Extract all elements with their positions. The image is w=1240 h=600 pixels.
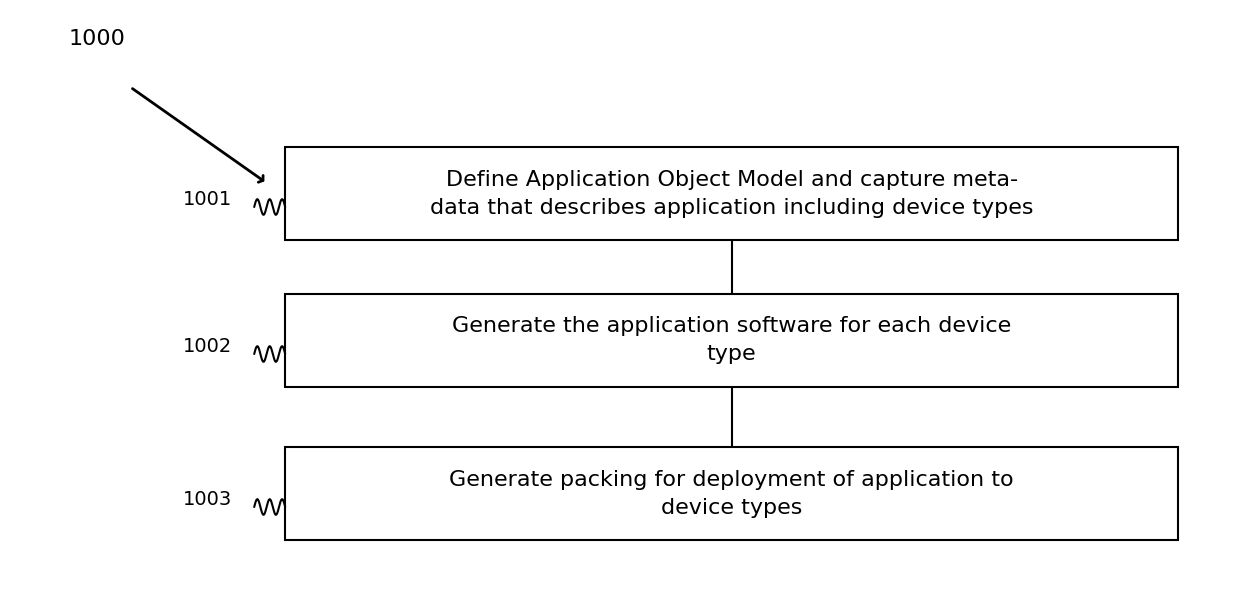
Text: 1003: 1003 bbox=[182, 490, 232, 509]
Text: 1000: 1000 bbox=[68, 29, 125, 49]
Bar bbox=[285, 147, 1178, 240]
Bar bbox=[285, 294, 1178, 387]
Bar bbox=[285, 447, 1178, 540]
Text: 1001: 1001 bbox=[182, 190, 232, 209]
Text: 1002: 1002 bbox=[182, 337, 232, 356]
Text: Generate the application software for each device
type: Generate the application software for ea… bbox=[451, 317, 1012, 364]
Text: Generate packing for deployment of application to
device types: Generate packing for deployment of appli… bbox=[449, 469, 1014, 517]
Text: Define Application Object Model and capture meta-
data that describes applicatio: Define Application Object Model and capt… bbox=[430, 169, 1033, 217]
